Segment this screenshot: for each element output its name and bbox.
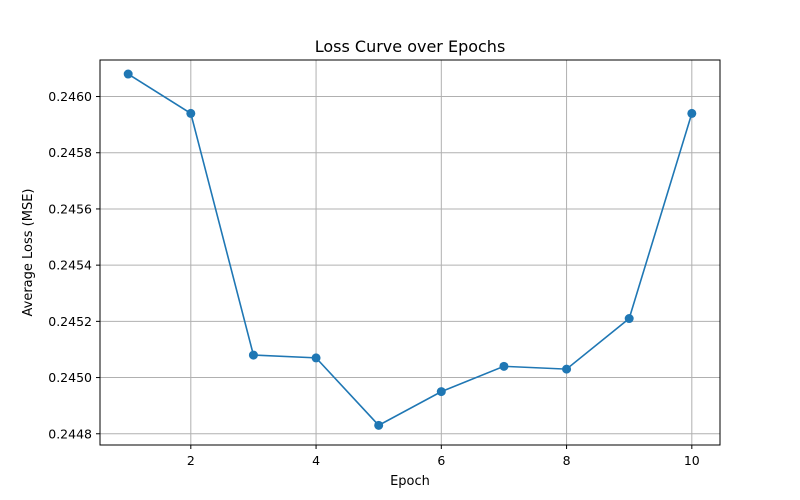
y-tick-label: 0.2454 xyxy=(48,258,92,273)
data-point xyxy=(499,361,509,371)
y-tick-label: 0.2458 xyxy=(48,145,92,160)
series-layer xyxy=(123,69,697,430)
y-tick-label: 0.2460 xyxy=(48,89,92,104)
x-tick-label: 10 xyxy=(684,453,700,468)
grid-layer xyxy=(100,60,720,445)
data-point xyxy=(248,350,258,360)
x-tick-label: 8 xyxy=(563,453,571,468)
data-point xyxy=(311,353,321,363)
y-tick-label: 0.2450 xyxy=(48,370,92,385)
x-tick-label: 2 xyxy=(187,453,195,468)
tick-layer: 2 4 6 8 10 0.2448 0.2450 0.2452 0.2454 0.2456 0.24… xyxy=(48,89,700,468)
loss-series-line xyxy=(127,73,693,427)
y-tick-label: 0.2456 xyxy=(48,201,92,216)
chart-title: Loss Curve over Epochs xyxy=(315,37,506,56)
x-tick-label: 4 xyxy=(312,453,320,468)
data-point xyxy=(436,387,446,397)
data-point xyxy=(687,108,697,118)
data-point xyxy=(562,364,572,374)
x-axis-label: Epoch xyxy=(390,474,430,489)
y-tick-label: 0.2448 xyxy=(48,426,92,441)
y-axis-label: Average Loss (MSE) xyxy=(21,189,36,317)
y-tick-label: 0.2452 xyxy=(48,314,92,329)
data-point xyxy=(374,420,384,430)
x-tick-label: 6 xyxy=(437,453,445,468)
data-point xyxy=(123,69,133,79)
data-point xyxy=(186,108,196,118)
data-point xyxy=(624,314,634,324)
axes-frame xyxy=(99,59,721,446)
